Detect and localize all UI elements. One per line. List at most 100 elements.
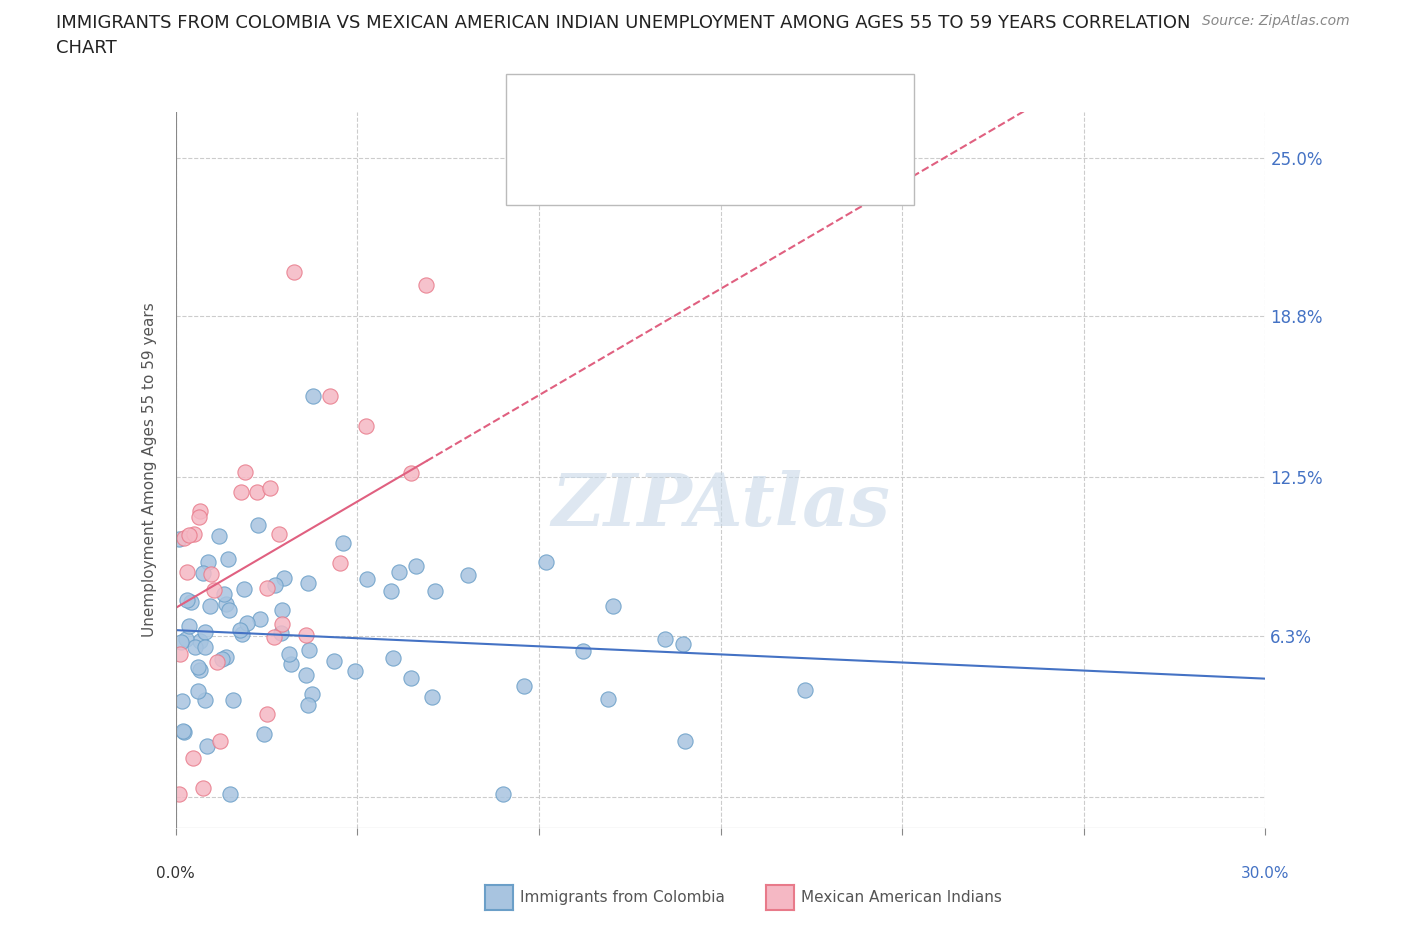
Point xyxy=(169,787,191,802)
Point xyxy=(180,594,202,609)
Point xyxy=(295,627,318,642)
Point xyxy=(388,565,411,579)
Point xyxy=(172,693,194,708)
Point xyxy=(319,389,342,404)
Point xyxy=(256,706,278,721)
Point xyxy=(191,565,214,580)
Point xyxy=(217,551,239,566)
Point xyxy=(169,646,191,661)
Point xyxy=(173,724,195,739)
Point xyxy=(229,622,252,637)
Point xyxy=(191,780,214,795)
Point xyxy=(188,510,211,525)
Y-axis label: Unemployment Among Ages 55 to 59 years: Unemployment Among Ages 55 to 59 years xyxy=(142,302,157,637)
Point xyxy=(169,532,191,547)
Point xyxy=(174,631,197,646)
Point xyxy=(207,655,229,670)
Point xyxy=(273,570,295,585)
Point xyxy=(190,504,212,519)
Point xyxy=(380,583,402,598)
Point xyxy=(302,389,325,404)
Point xyxy=(215,597,238,612)
Point xyxy=(298,643,321,658)
Point xyxy=(457,568,479,583)
Point xyxy=(270,625,292,640)
Text: Source: ZipAtlas.com: Source: ZipAtlas.com xyxy=(1202,14,1350,28)
Point xyxy=(190,633,212,648)
Point xyxy=(405,558,427,573)
Point xyxy=(259,480,281,495)
Point xyxy=(183,526,205,541)
Point xyxy=(654,631,676,646)
Point xyxy=(280,657,302,671)
Point xyxy=(278,646,301,661)
Point xyxy=(263,630,285,644)
Point xyxy=(183,640,205,655)
Point xyxy=(200,598,222,613)
Point xyxy=(399,466,422,481)
Point xyxy=(222,693,245,708)
Text: CHART: CHART xyxy=(56,39,117,57)
Point xyxy=(170,634,193,649)
Point xyxy=(492,787,515,802)
Text: ZIPAtlas: ZIPAtlas xyxy=(551,470,890,541)
Point xyxy=(415,278,437,293)
Text: 30.0%: 30.0% xyxy=(1241,866,1289,881)
Point xyxy=(283,265,305,280)
Point xyxy=(176,565,198,579)
Point xyxy=(332,535,354,550)
Point xyxy=(194,640,217,655)
Point xyxy=(211,652,233,667)
Point xyxy=(264,578,287,592)
Point xyxy=(596,692,619,707)
Point xyxy=(208,529,231,544)
Point xyxy=(229,485,252,499)
Point xyxy=(231,627,253,642)
Point xyxy=(425,583,447,598)
Point xyxy=(181,751,204,765)
Point xyxy=(356,572,378,587)
Point xyxy=(381,650,404,665)
Point xyxy=(399,671,422,685)
Point xyxy=(236,616,259,631)
Point xyxy=(190,663,212,678)
Point xyxy=(253,726,276,741)
Point xyxy=(194,624,217,639)
Point xyxy=(322,653,344,668)
Point xyxy=(179,527,201,542)
Point xyxy=(356,418,378,433)
Point xyxy=(197,554,219,569)
Point xyxy=(200,566,222,581)
Point xyxy=(513,679,536,694)
Point xyxy=(328,555,350,570)
Point xyxy=(219,787,242,802)
Point xyxy=(297,698,319,712)
Point xyxy=(256,580,278,595)
Point xyxy=(179,618,201,633)
Point xyxy=(194,693,217,708)
Point xyxy=(212,587,235,602)
Point xyxy=(572,644,595,658)
Point xyxy=(202,583,225,598)
Point xyxy=(420,690,443,705)
Point xyxy=(218,603,240,618)
Text: R = -0.099   N =  71: R = -0.099 N = 71 xyxy=(576,105,794,124)
Point xyxy=(209,734,232,749)
Point xyxy=(534,554,557,569)
Point xyxy=(246,517,269,532)
Point xyxy=(197,738,219,753)
Text: 0.0%: 0.0% xyxy=(156,866,195,881)
Text: Immigrants from Colombia: Immigrants from Colombia xyxy=(520,890,725,905)
Point xyxy=(232,581,254,596)
Point xyxy=(249,612,271,627)
Point xyxy=(176,592,198,607)
Point xyxy=(235,464,257,479)
Point xyxy=(215,649,238,664)
Point xyxy=(173,531,195,546)
Point xyxy=(187,684,209,698)
Point xyxy=(271,617,294,631)
Point xyxy=(297,576,319,591)
Point xyxy=(271,603,294,618)
Point xyxy=(673,734,696,749)
Point xyxy=(672,637,695,652)
